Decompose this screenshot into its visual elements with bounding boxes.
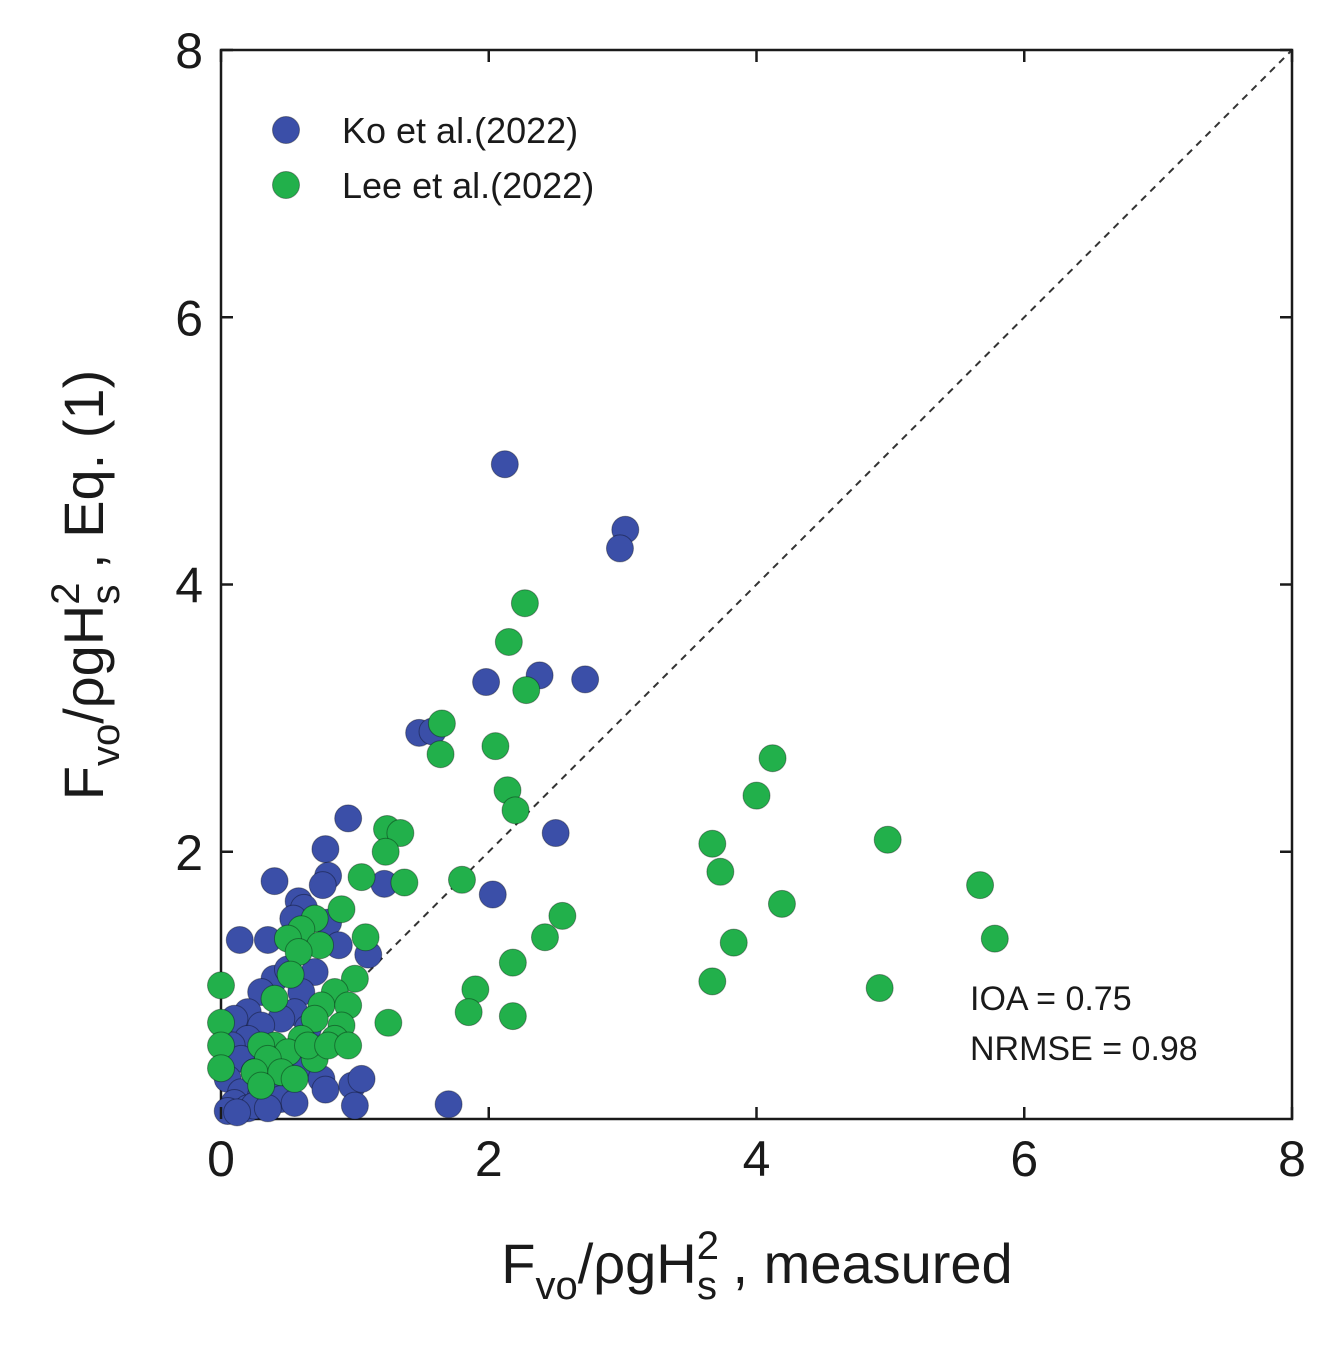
data-point-s0-0	[490, 450, 519, 479]
data-point-s1-17	[706, 857, 735, 886]
data-point-s0-9	[334, 804, 363, 833]
data-point-s1-13	[347, 863, 376, 892]
data-point-s1-58	[207, 1054, 235, 1083]
reference-line-group	[220, 49, 1293, 1120]
data-point-s1-3	[427, 709, 456, 738]
data-point-s0-14	[260, 867, 289, 896]
data-point-s1-42	[498, 1002, 527, 1031]
data-point-s1-2	[512, 676, 541, 705]
data-point-s1-22	[530, 923, 559, 952]
data-point-s1-9	[742, 781, 771, 810]
data-point-s1-21	[548, 901, 577, 930]
data-point-s1-19	[966, 871, 995, 900]
data-point-s1-34	[207, 971, 235, 1000]
data-point-s1-35	[340, 964, 369, 993]
annotation-ioa: IOA = 0.75	[970, 980, 1132, 1018]
data-point-s1-24	[719, 928, 748, 957]
y-tick-label-0: 2	[175, 825, 203, 881]
data-point-s0-51	[311, 1075, 340, 1104]
data-point-s1-7	[501, 796, 530, 825]
data-point-s1-0	[510, 589, 539, 618]
data-point-s0-22	[225, 925, 254, 954]
data-point-s0-54	[340, 1091, 369, 1120]
data-point-s0-15	[478, 880, 507, 909]
legend: Ko et al.(2022) Lee et al.(2022)	[272, 110, 594, 206]
data-point-s1-8	[758, 744, 787, 773]
data-point-s1-37	[260, 984, 289, 1013]
x-tick-label-4: 8	[1278, 1131, 1306, 1187]
data-point-s1-39	[865, 974, 894, 1003]
legend-marker-0	[272, 116, 300, 144]
data-point-s1-15	[447, 865, 476, 894]
data-point-s0-2	[605, 534, 634, 563]
data-point-s1-14	[390, 868, 419, 897]
x-tick-label-1: 2	[475, 1131, 503, 1187]
data-point-s1-11	[386, 819, 415, 848]
data-point-s1-41	[454, 998, 483, 1027]
data-point-s1-32	[498, 948, 527, 977]
one-to-one-line	[220, 49, 1293, 1120]
axis-ticks: 0 2 4 6 8 2 4 6 8	[175, 23, 1306, 1187]
data-point-s0-12	[308, 871, 337, 900]
data-point-s1-16	[698, 829, 727, 858]
data-point-s1-25	[327, 895, 356, 924]
data-point-s0-5	[571, 665, 600, 694]
data-point-s1-5	[481, 732, 510, 761]
data-point-s1-33	[276, 960, 305, 989]
data-point-s1-4	[426, 740, 455, 769]
y-axis-label: Fvo/ρgH2s , Eq. (1)	[44, 370, 128, 800]
data-point-s1-59	[247, 1071, 276, 1100]
data-point-s0-10	[311, 835, 340, 864]
data-point-s1-12	[371, 837, 400, 866]
x-tick-label-2: 4	[743, 1131, 771, 1187]
data-point-s1-20	[767, 889, 796, 918]
legend-label-1: Lee et al.(2022)	[342, 165, 594, 206]
data-point-s0-53	[347, 1064, 376, 1093]
data-point-s1-60	[280, 1064, 309, 1093]
data-point-s1-29	[351, 923, 380, 952]
data-points	[207, 450, 1009, 1127]
annotation-nrmse: NRMSE = 0.98	[970, 1030, 1198, 1068]
data-point-s0-8	[541, 819, 570, 848]
y-tick-label-3: 8	[175, 23, 203, 79]
data-point-s1-43	[374, 1008, 403, 1037]
data-point-s0-55	[280, 1088, 309, 1117]
x-tick-label-3: 6	[1010, 1131, 1038, 1187]
data-point-s1-64	[334, 1031, 363, 1060]
data-point-s1-47	[300, 1004, 329, 1033]
x-axis-label: Fvo/ρgH2 s , measured	[501, 1224, 1012, 1308]
data-point-s0-57	[434, 1090, 463, 1119]
data-point-s0-58	[223, 1098, 252, 1127]
data-point-s1-18	[873, 825, 902, 854]
data-point-s1-1	[494, 627, 523, 656]
y-tick-label-2: 6	[175, 290, 203, 346]
legend-marker-1	[272, 171, 300, 199]
legend-label-0: Ko et al.(2022)	[342, 110, 578, 151]
y-tick-label-1: 4	[175, 558, 203, 614]
data-point-s0-3	[472, 668, 501, 697]
x-tick-label-0: 0	[207, 1131, 235, 1187]
data-point-s1-23	[980, 924, 1009, 953]
data-point-s1-38	[698, 967, 727, 996]
